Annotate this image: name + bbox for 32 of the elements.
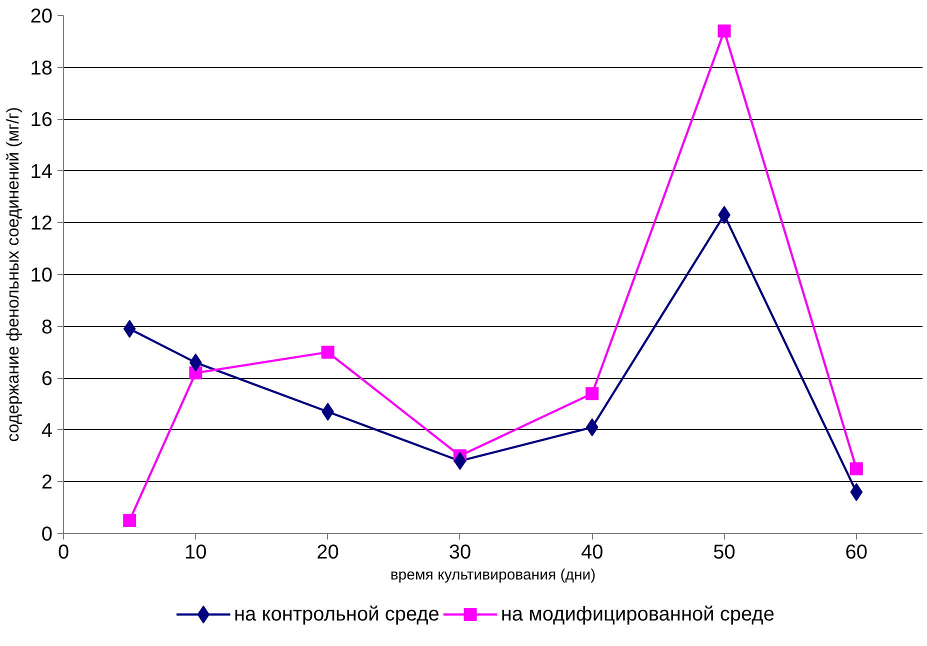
legend-label: на модифицированной среде [500, 604, 774, 626]
y-tick-label: 0 [41, 524, 52, 546]
y-tick-label: 6 [41, 368, 52, 390]
point [718, 24, 731, 38]
point [850, 483, 863, 502]
point [850, 462, 863, 476]
point [189, 354, 202, 372]
y-tick-label: 14 [30, 160, 53, 183]
point [586, 387, 599, 400]
legend-label: на контрольной среде [234, 604, 440, 626]
y-tick-label: 8 [41, 316, 52, 338]
y-tick-label: 12 [30, 212, 53, 235]
y-tick-label: 10 [30, 264, 53, 286]
y-axis-title: содержание фенольных соединений (мг/г) [3, 107, 22, 442]
x-tick-label: 50 [713, 542, 736, 564]
point [586, 418, 598, 436]
x-tick-label: 30 [448, 542, 472, 564]
y-tick-label: 18 [30, 57, 53, 80]
y-tick-label: 2 [41, 472, 52, 494]
point [321, 346, 334, 359]
y-tick-label: 20 [30, 6, 53, 28]
point [123, 514, 136, 528]
x-tick-label: 40 [580, 542, 604, 564]
point [123, 320, 136, 338]
x-axis-title: время культивирования (дни) [390, 566, 596, 584]
x-tick-label: 60 [845, 542, 868, 564]
x-tick-label: 20 [316, 542, 339, 564]
y-tick-label: 4 [41, 420, 52, 442]
y-tick-label: 16 [30, 109, 53, 132]
x-tick-label: 0 [58, 542, 70, 564]
x-tick-label: 10 [184, 542, 207, 564]
point [454, 452, 466, 470]
